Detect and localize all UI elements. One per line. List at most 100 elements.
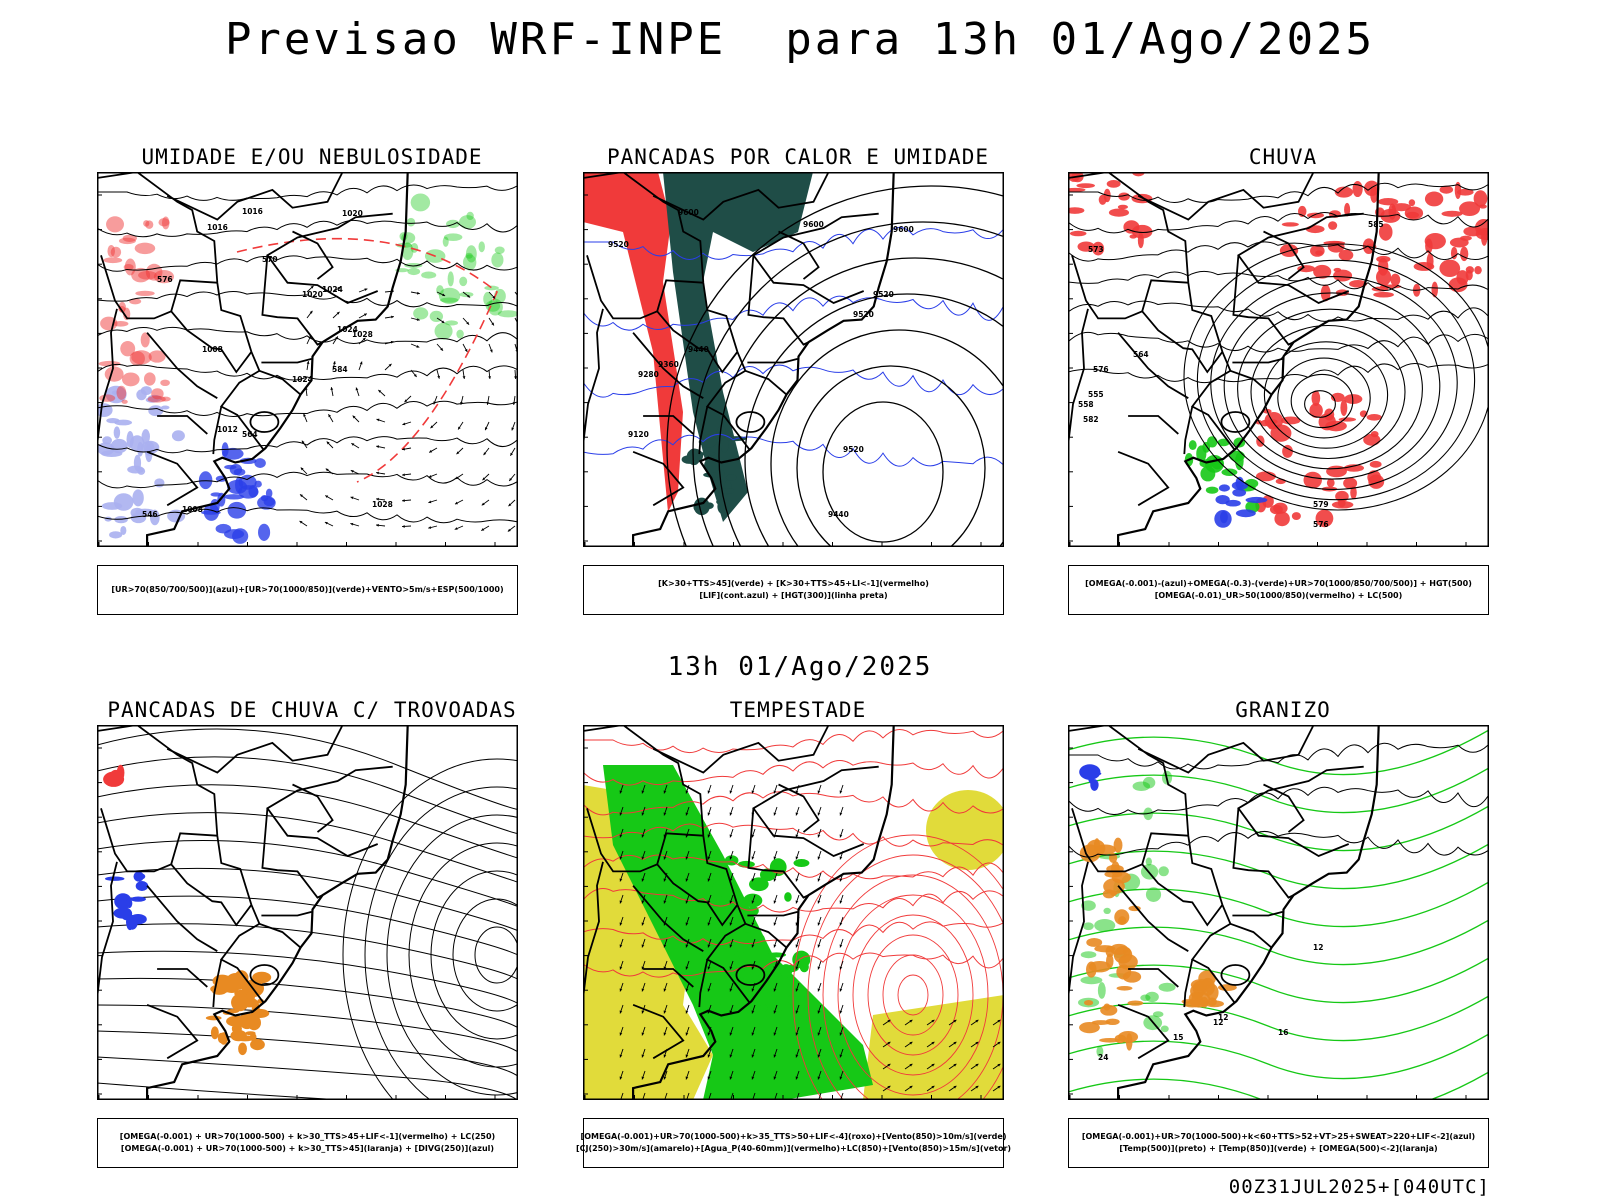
panel-title: UMIDADE E/OU NEBULOSIDADE bbox=[141, 145, 483, 169]
axis-labels: 12S15S18S21S24S27S30S33S36S39S42S70W65W6… bbox=[97, 747, 496, 1100]
panel-thunderstorm-showers: PANCADAS DE CHUVA C/ TROVOADAS 12S15S18S… bbox=[82, 698, 542, 1178]
rain-area-red bbox=[1408, 199, 1416, 207]
wind-vector bbox=[467, 294, 471, 298]
border-line bbox=[166, 172, 344, 221]
border-line bbox=[1232, 358, 1283, 364]
humidity-contour-green bbox=[478, 241, 485, 253]
border-line bbox=[698, 959, 709, 1008]
axis-labels: 12S15S18S21S24S27S30S33S36S39S42S70W65W6… bbox=[583, 747, 982, 1100]
humidity-area-blue-light bbox=[101, 502, 123, 510]
hgt500-streamline bbox=[1068, 300, 1489, 322]
wind-vector bbox=[817, 988, 821, 992]
wind-vector bbox=[729, 900, 733, 904]
hgt500-streamline bbox=[1068, 363, 1489, 384]
lc850-streamline bbox=[897, 974, 929, 1016]
wind-vector bbox=[337, 287, 341, 290]
divergence-area-blue bbox=[105, 876, 125, 881]
wind-vector bbox=[325, 468, 329, 472]
lc850-streamline bbox=[583, 888, 1004, 913]
lc250-streamline bbox=[408, 842, 518, 1068]
thickness-red bbox=[104, 366, 124, 382]
hgt500-streamline bbox=[1304, 390, 1336, 418]
wind-vector bbox=[328, 414, 332, 418]
wind-vector bbox=[350, 496, 354, 500]
border-line bbox=[745, 369, 788, 396]
temp850-contour bbox=[1158, 866, 1169, 877]
wind-vector bbox=[355, 387, 359, 391]
divergence-area-blue bbox=[125, 913, 134, 931]
wind-vector bbox=[729, 988, 733, 992]
border-line bbox=[1230, 369, 1273, 396]
wind-vector bbox=[641, 878, 645, 882]
pressure-isobar bbox=[97, 219, 518, 238]
border-line bbox=[1232, 808, 1294, 899]
humidity-contour-green bbox=[444, 320, 459, 326]
wind-vector bbox=[391, 315, 394, 319]
contour-label: 1020 bbox=[342, 209, 363, 218]
border-line bbox=[1183, 959, 1194, 1008]
lc250-streamline bbox=[430, 870, 518, 1040]
rain-area-red bbox=[1465, 266, 1474, 274]
humidity-area-blue-light bbox=[148, 405, 164, 417]
contour-label: 24 bbox=[1098, 1053, 1108, 1062]
contour-label: 1012 bbox=[217, 425, 238, 434]
pressure-isobar bbox=[97, 436, 518, 454]
omega-area-blue bbox=[1225, 499, 1241, 507]
wind-vector bbox=[310, 285, 314, 289]
lc250-streamline bbox=[97, 1056, 518, 1100]
hgt500-streamline bbox=[1277, 357, 1371, 439]
rain-area-red bbox=[1123, 220, 1140, 234]
contour-label: 9520 bbox=[873, 290, 894, 299]
rain-area-red bbox=[1334, 186, 1354, 198]
rain-area-red bbox=[1344, 202, 1351, 217]
humidity-area-blue-light bbox=[136, 389, 147, 401]
lc250-streamline bbox=[452, 898, 518, 1012]
wind-vector bbox=[795, 900, 799, 904]
contour-label: 1016 bbox=[242, 207, 263, 216]
thunderstorm-area-orange bbox=[231, 1023, 242, 1034]
rain-area-red bbox=[1349, 280, 1367, 288]
contour-label: 9600 bbox=[803, 220, 824, 229]
map-frame bbox=[1068, 725, 1489, 1100]
omega-area-blue bbox=[1214, 509, 1232, 528]
border-line bbox=[752, 212, 879, 305]
humidity-area-blue bbox=[254, 480, 262, 488]
wind-vector bbox=[685, 1032, 689, 1036]
wind-vector bbox=[839, 1054, 843, 1058]
thickness-red bbox=[99, 394, 116, 402]
panel-title: CHUVA bbox=[1248, 145, 1318, 169]
political-boundaries bbox=[583, 172, 895, 547]
wind850-area-green bbox=[759, 1004, 768, 1013]
lc250-streamline bbox=[97, 1082, 352, 1100]
humidity-contour-green bbox=[406, 217, 416, 227]
wind-vector bbox=[795, 1032, 799, 1036]
wind-vector bbox=[489, 349, 493, 353]
rain-area-red bbox=[1352, 180, 1363, 198]
wind-vector bbox=[376, 418, 380, 422]
rain-area-red bbox=[1369, 460, 1382, 468]
rain-area-red bbox=[1439, 259, 1461, 278]
wind-vector bbox=[507, 528, 511, 532]
rain-area-red bbox=[1305, 225, 1325, 234]
wind-vector bbox=[324, 521, 328, 525]
humidity-area-blue bbox=[223, 494, 245, 500]
rain-area-red bbox=[1260, 419, 1270, 427]
instability-area-darkgreen bbox=[663, 172, 813, 522]
rain-area-red bbox=[1450, 246, 1458, 260]
wind-vector bbox=[751, 1054, 755, 1058]
border-line bbox=[632, 332, 704, 399]
wind-vector bbox=[429, 449, 433, 453]
wind-vector bbox=[685, 1076, 689, 1080]
thickness-red bbox=[145, 220, 154, 229]
contour-label: 573 bbox=[1088, 245, 1104, 254]
wind-vector bbox=[488, 376, 492, 379]
rain-area-red bbox=[1309, 403, 1323, 418]
wind-vector bbox=[953, 1085, 957, 1089]
political-boundaries bbox=[97, 725, 409, 1100]
wind-vector bbox=[364, 288, 368, 292]
humidity-area-blue bbox=[224, 464, 237, 470]
legend-box: [OMEGA(-0.001)-(azul)+OMEGA(-0.3)-(verde… bbox=[1068, 565, 1489, 615]
hgt500-streamline bbox=[1196, 259, 1476, 501]
divergence-area-blue bbox=[113, 907, 133, 919]
wind-vector bbox=[325, 495, 329, 499]
